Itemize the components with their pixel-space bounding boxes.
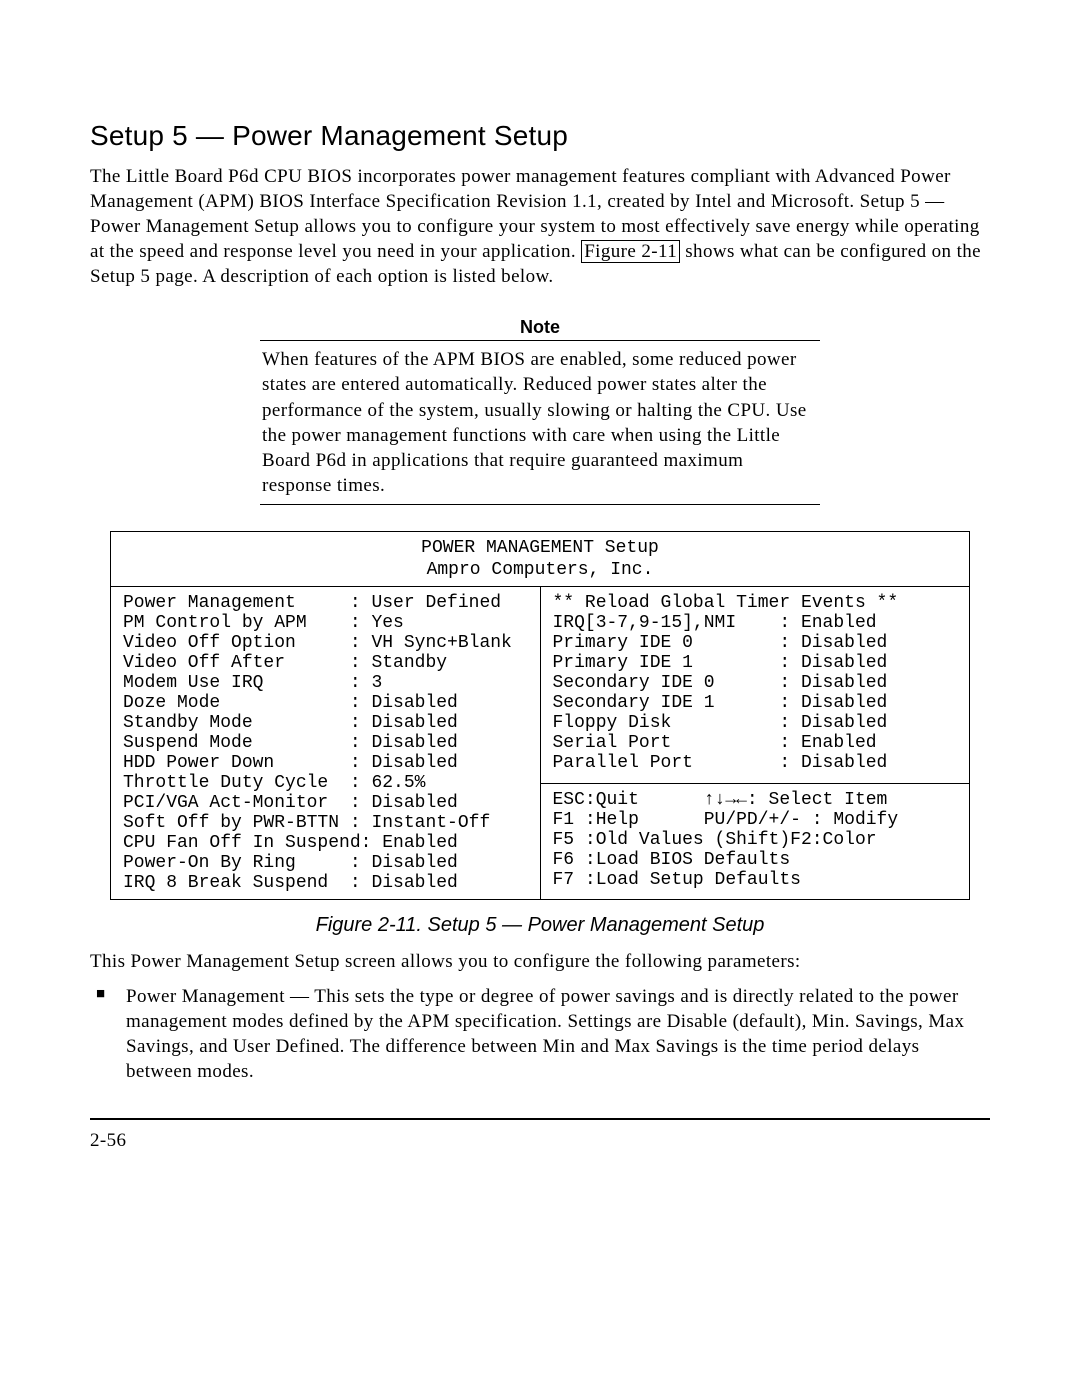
note-rule-bottom xyxy=(260,504,820,505)
bios-help-panel: ESC:Quit ↑↓→←: Select Item F1 :Help PU/P… xyxy=(540,784,970,900)
bios-body-row: Power Management : User Defined PM Contr… xyxy=(111,586,970,783)
figure-caption: Figure 2-11. Setup 5 — Power Management … xyxy=(90,914,990,937)
parameter-item: Power Management — This sets the type or… xyxy=(90,984,990,1084)
bios-title-row: POWER MANAGEMENT Setup xyxy=(111,531,970,560)
figure-reference-link[interactable]: Figure 2-11 xyxy=(581,240,680,263)
parameter-list: Power Management — This sets the type or… xyxy=(90,984,990,1084)
footer-rule xyxy=(90,1118,990,1120)
after-figure-text: This Power Management Setup screen allow… xyxy=(90,949,990,974)
bios-right-panel: ** Reload Global Timer Events ** IRQ[3-7… xyxy=(540,586,970,783)
page-number: 2-56 xyxy=(90,1130,990,1152)
section-heading: Setup 5 — Power Management Setup xyxy=(90,120,990,152)
page: Setup 5 — Power Management Setup The Lit… xyxy=(0,0,1080,1397)
bios-screen-table: POWER MANAGEMENT Setup Ampro Computers, … xyxy=(110,531,970,900)
note-block: Note When features of the APM BIOS are e… xyxy=(260,317,820,504)
note-title: Note xyxy=(260,317,820,338)
bios-title: POWER MANAGEMENT Setup xyxy=(111,531,970,560)
intro-paragraph: The Little Board P6d CPU BIOS incorporat… xyxy=(90,164,990,289)
note-text: When features of the APM BIOS are enable… xyxy=(260,341,820,503)
bios-subtitle-row: Ampro Computers, Inc. xyxy=(111,560,970,587)
bios-left-panel: Power Management : User Defined PM Contr… xyxy=(111,586,541,899)
bios-subtitle: Ampro Computers, Inc. xyxy=(111,560,970,587)
